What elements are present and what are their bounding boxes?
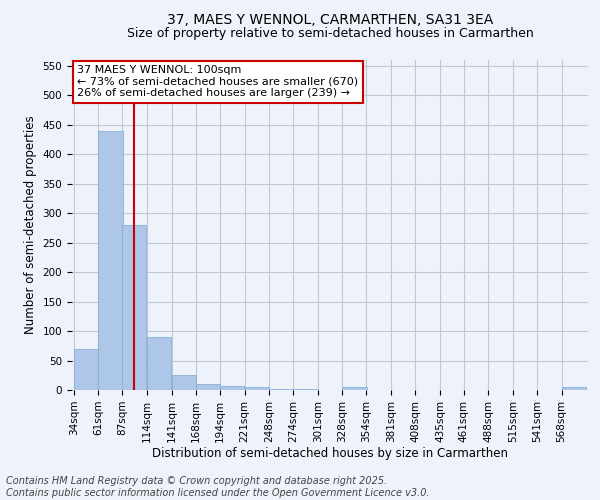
Bar — [269, 389, 293, 390]
Bar — [122, 225, 146, 390]
Text: Contains HM Land Registry data © Crown copyright and database right 2025.
Contai: Contains HM Land Registry data © Crown c… — [6, 476, 430, 498]
Bar — [196, 384, 220, 390]
Text: Size of property relative to semi-detached houses in Carmarthen: Size of property relative to semi-detach… — [127, 28, 533, 40]
Bar — [245, 387, 269, 390]
Bar — [562, 387, 586, 390]
Bar — [343, 387, 367, 390]
Bar — [172, 376, 196, 390]
Bar — [220, 386, 244, 390]
Bar — [98, 130, 122, 390]
Text: 37 MAES Y WENNOL: 100sqm
← 73% of semi-detached houses are smaller (670)
26% of : 37 MAES Y WENNOL: 100sqm ← 73% of semi-d… — [77, 65, 358, 98]
Bar — [74, 349, 98, 390]
Bar — [147, 337, 171, 390]
Text: 37, MAES Y WENNOL, CARMARTHEN, SA31 3EA: 37, MAES Y WENNOL, CARMARTHEN, SA31 3EA — [167, 12, 493, 26]
Y-axis label: Number of semi-detached properties: Number of semi-detached properties — [24, 116, 37, 334]
X-axis label: Distribution of semi-detached houses by size in Carmarthen: Distribution of semi-detached houses by … — [152, 448, 508, 460]
